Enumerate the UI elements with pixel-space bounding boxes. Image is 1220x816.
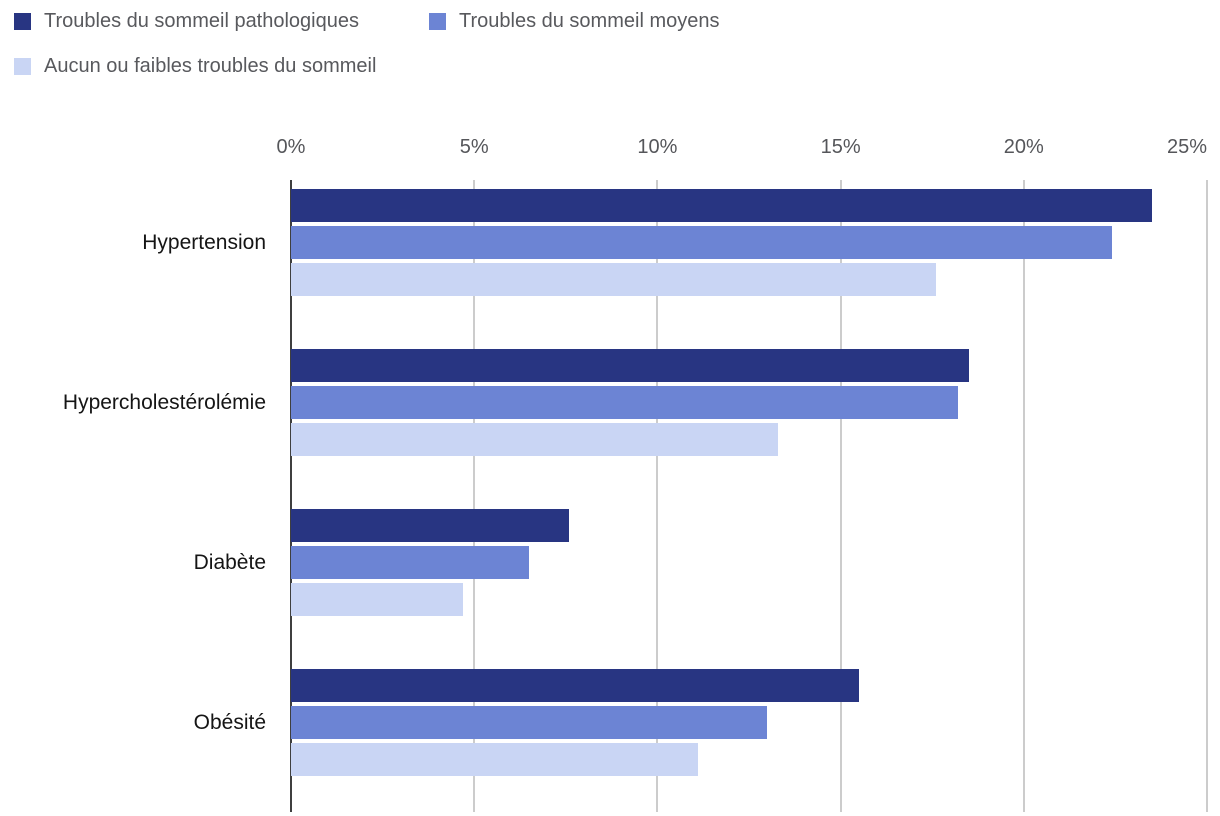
bar bbox=[291, 706, 768, 739]
plot-area: Hypertension Hypercholestérolémie Diabète O… bbox=[63, 180, 1208, 812]
bar bbox=[291, 669, 859, 702]
x-tick-label: 25% bbox=[1166, 136, 1207, 158]
category-label: Diabète bbox=[193, 550, 266, 574]
x-axis-tick-labels: 0% 5% 10% 15% 20% 25% bbox=[277, 136, 1207, 164]
legend-item: Aucun ou faibles troubles du sommeil bbox=[14, 55, 376, 78]
legend-swatch bbox=[14, 58, 31, 75]
legend-item: Troubles du sommeil moyens bbox=[429, 10, 719, 33]
bar bbox=[291, 423, 779, 456]
bar bbox=[291, 509, 570, 542]
bar-group: Hypercholestérolémie bbox=[63, 349, 1207, 456]
x-tick-label: 0% bbox=[276, 136, 306, 158]
zero-axis-line bbox=[290, 180, 292, 812]
category-label: Hypercholestérolémie bbox=[62, 390, 266, 414]
bar bbox=[291, 189, 1153, 222]
legend-label: Aucun ou faibles troubles du sommeil bbox=[44, 55, 377, 77]
x-tick-label: 10% bbox=[637, 136, 678, 158]
bar bbox=[291, 349, 969, 382]
gridline bbox=[1022, 180, 1025, 812]
bar-group: Hypertension bbox=[142, 189, 1207, 296]
bar bbox=[291, 546, 530, 579]
legend-label: Troubles du sommeil moyens bbox=[459, 10, 720, 32]
bar bbox=[291, 263, 936, 296]
legend-item: Troubles du sommeil pathologiques bbox=[14, 10, 359, 33]
category-label: Obésité bbox=[193, 710, 266, 734]
bar bbox=[291, 743, 698, 776]
gridline bbox=[1206, 180, 1208, 812]
bar-group: Obésité bbox=[194, 669, 1207, 776]
x-tick-label: 20% bbox=[1003, 136, 1044, 158]
bar-group: Diabète bbox=[194, 509, 1207, 616]
category-label: Hypertension bbox=[142, 230, 266, 254]
bar-groups: Hypertension Hypercholestérolémie Diabète O… bbox=[63, 180, 1207, 812]
legend-swatch bbox=[429, 13, 446, 30]
bar bbox=[291, 226, 1112, 259]
legend-swatch bbox=[14, 13, 31, 30]
gridline bbox=[839, 180, 842, 812]
bar bbox=[291, 386, 958, 419]
chart-legend: Troubles du sommeil pathologiques Trouble… bbox=[14, 10, 1024, 78]
legend-label: Troubles du sommeil pathologiques bbox=[44, 10, 359, 32]
x-tick-label: 15% bbox=[820, 136, 861, 158]
gridline bbox=[656, 180, 659, 812]
gridline bbox=[473, 180, 476, 812]
x-tick-label: 5% bbox=[459, 136, 489, 158]
bar bbox=[291, 583, 464, 616]
